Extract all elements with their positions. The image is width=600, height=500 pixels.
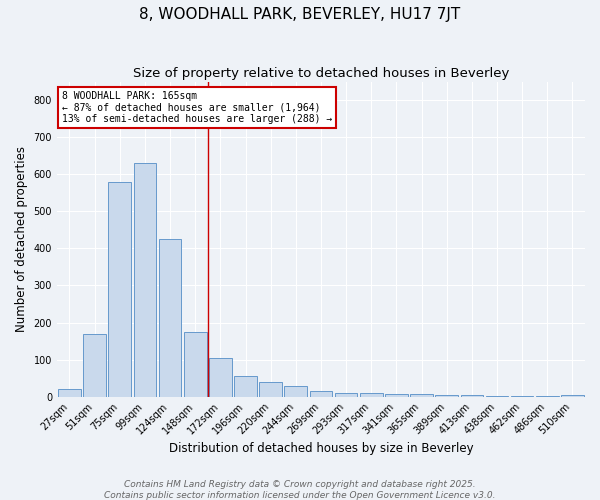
- Bar: [385, 394, 408, 396]
- Bar: [410, 394, 433, 396]
- Text: 8, WOODHALL PARK, BEVERLEY, HU17 7JT: 8, WOODHALL PARK, BEVERLEY, HU17 7JT: [139, 8, 461, 22]
- Bar: [360, 393, 383, 396]
- Bar: [109, 182, 131, 396]
- Bar: [284, 386, 307, 396]
- Bar: [234, 376, 257, 396]
- Bar: [58, 390, 81, 396]
- Bar: [436, 395, 458, 396]
- Bar: [259, 382, 282, 396]
- Y-axis label: Number of detached properties: Number of detached properties: [15, 146, 28, 332]
- Bar: [159, 239, 181, 396]
- Bar: [134, 163, 156, 396]
- X-axis label: Distribution of detached houses by size in Beverley: Distribution of detached houses by size …: [169, 442, 473, 455]
- Bar: [209, 358, 232, 397]
- Text: 8 WOODHALL PARK: 165sqm
← 87% of detached houses are smaller (1,964)
13% of semi: 8 WOODHALL PARK: 165sqm ← 87% of detache…: [62, 91, 332, 124]
- Bar: [461, 395, 483, 396]
- Bar: [83, 334, 106, 396]
- Bar: [184, 332, 206, 396]
- Text: Contains HM Land Registry data © Crown copyright and database right 2025.
Contai: Contains HM Land Registry data © Crown c…: [104, 480, 496, 500]
- Bar: [310, 391, 332, 396]
- Bar: [335, 393, 358, 396]
- Title: Size of property relative to detached houses in Beverley: Size of property relative to detached ho…: [133, 68, 509, 80]
- Bar: [561, 395, 584, 396]
